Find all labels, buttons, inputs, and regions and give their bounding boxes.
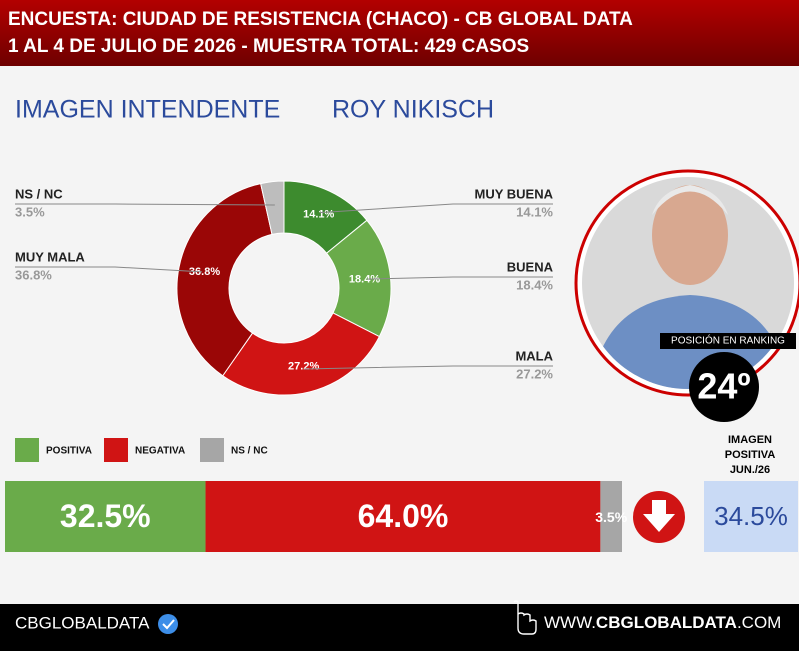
previous-box [704, 481, 798, 552]
outer-value-label: 14.1% [516, 204, 553, 219]
site-main: CBGLOBALDATA [596, 613, 737, 632]
site-suffix: .COM [737, 613, 781, 632]
outer-value-label: 36.8% [15, 267, 52, 282]
legend-label: NS / NC [231, 446, 268, 457]
category-label: MUY BUENA [475, 186, 554, 201]
header-line: ENCUESTA: CIUDAD DE RESISTENCIA (CHACO) … [8, 9, 633, 30]
ranking-label-bg [660, 333, 796, 349]
previous-label: POSITIVA [725, 449, 776, 461]
legend-swatch [104, 438, 128, 462]
verified-badge [158, 614, 178, 634]
slice-label: 18.4% [349, 273, 380, 285]
topic: IMAGEN INTENDENTE [15, 96, 280, 124]
leader-line [15, 203, 275, 206]
verified-check [162, 619, 175, 630]
ranking-label: POSICIÓN EN RANKING [671, 334, 785, 347]
category-label: BUENA [507, 259, 554, 274]
person-name: ROY NIKISCH [332, 96, 494, 124]
previous-label: JUN./26 [730, 464, 770, 476]
leader-line [366, 276, 553, 280]
bar-value-label: 3.5% [595, 509, 627, 525]
previous-value: 34.5% [714, 501, 788, 531]
legend-swatch [15, 438, 39, 462]
leader-line [319, 203, 553, 214]
trend-arrow [643, 500, 675, 532]
outer-value-label: 27.2% [516, 366, 553, 381]
donut-slice [260, 180, 285, 235]
category-label: MALA [515, 348, 553, 363]
bar-value-label: 64.0% [358, 498, 449, 534]
header-bar [0, 0, 799, 66]
bar-segment [600, 481, 622, 552]
ranking-value: 24º [697, 366, 750, 407]
footer-bar [0, 604, 799, 651]
bar-segment [205, 481, 601, 552]
donut-slice [176, 182, 273, 377]
footer-brand: CBGLOBALDATA [15, 613, 150, 632]
bar-value-label: 32.5% [60, 498, 151, 534]
legend-swatch [200, 438, 224, 462]
site-prefix: WWW. [544, 613, 596, 632]
click-icon [513, 600, 537, 635]
footer-site: WWW.CBGLOBALDATA.COM [544, 613, 781, 632]
slice-label: 14.1% [303, 209, 334, 221]
outer-value-label: 3.5% [15, 204, 45, 219]
outer-value-label: 18.4% [516, 277, 553, 292]
leader-line [304, 365, 553, 370]
category-label: MUY MALA [15, 249, 85, 264]
previous-label: IMAGEN [728, 434, 772, 446]
category-label: NS / NC [15, 186, 63, 201]
slice-label: 36.8% [189, 266, 220, 278]
bar-segment [5, 481, 206, 552]
donut-slice [222, 312, 381, 396]
legend-label: POSITIVA [46, 446, 92, 457]
slice-label: 27.2% [288, 360, 319, 372]
ranking-badge [689, 352, 759, 422]
leader-line [15, 266, 203, 273]
header-line: 1 AL 4 DE JULIO DE 2026 - MUESTRA TOTAL:… [8, 36, 529, 57]
legend-label: NEGATIVA [135, 446, 185, 457]
